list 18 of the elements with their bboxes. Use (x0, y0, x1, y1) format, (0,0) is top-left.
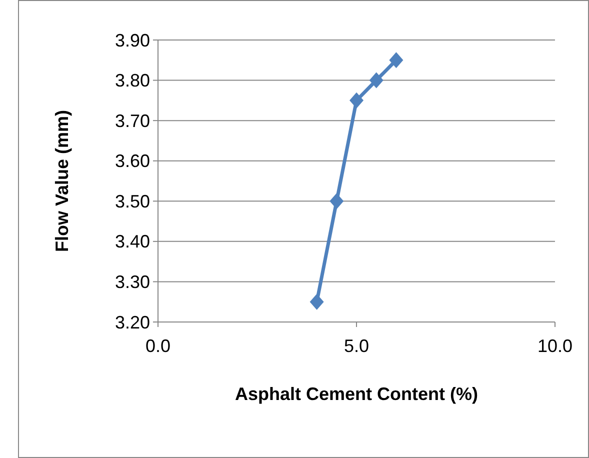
y-tick-label: 3.20 (114, 312, 150, 332)
y-tick-label: 3.50 (114, 191, 150, 212)
y-tick-label: 3.30 (114, 272, 150, 292)
point (389, 52, 404, 68)
y-tick-label: 3.80 (114, 70, 150, 91)
point (330, 193, 344, 210)
y-tick-label: 3.90 (114, 30, 150, 50)
point (369, 72, 384, 88)
y-tick-label: 3.60 (114, 151, 150, 172)
y-axis-title: Flow Value (mm) (52, 110, 72, 252)
y-tick-label: 3.40 (114, 232, 150, 252)
x-tick-label: 5.0 (344, 336, 370, 356)
x-axis-title: Asphalt Cement Content (%) (235, 384, 478, 404)
point (350, 92, 364, 108)
x-tick-label: 10.0 (537, 336, 573, 356)
y-tick-label: 3.70 (114, 110, 150, 131)
x-tick-label: 0.0 (145, 336, 171, 356)
point (310, 294, 324, 310)
